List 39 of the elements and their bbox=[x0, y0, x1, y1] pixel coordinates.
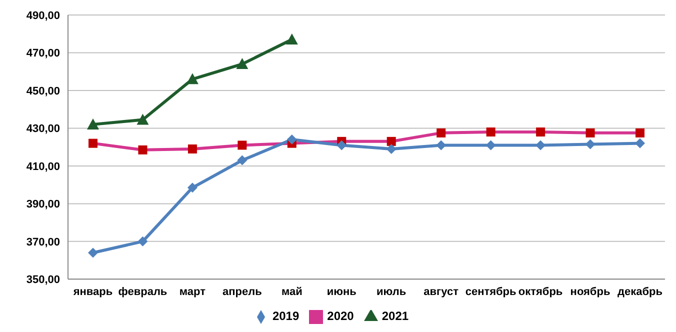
y-tick-label: 410,00 bbox=[26, 160, 60, 173]
x-tick-label: июль bbox=[376, 286, 406, 298]
point bbox=[336, 140, 347, 150]
legend-label: 2020 bbox=[327, 309, 354, 324]
point bbox=[585, 139, 596, 150]
point bbox=[138, 236, 148, 246]
point bbox=[87, 118, 99, 130]
legend-label: 2019 bbox=[272, 309, 300, 324]
x-tick-label: март bbox=[179, 286, 206, 298]
x-tick-label: ноябрь bbox=[570, 286, 610, 298]
y-tick-label: 450,00 bbox=[26, 85, 60, 98]
point bbox=[486, 140, 496, 150]
point bbox=[286, 34, 298, 45]
y-tick-label: 370,00 bbox=[26, 236, 60, 248]
x-tick-label: сентябрь bbox=[465, 286, 517, 298]
x-tick-label: январь bbox=[73, 286, 113, 298]
x-tick-label: октябрь bbox=[518, 286, 563, 298]
y-tick-label: 390,00 bbox=[26, 198, 60, 211]
y-tick-label: 490,00 bbox=[26, 10, 60, 22]
y-tick-label: 430,00 bbox=[26, 123, 60, 136]
x-tick-label: апрель bbox=[222, 286, 262, 298]
x-tick-label: февраль bbox=[118, 286, 168, 298]
point bbox=[536, 140, 546, 150]
y-tick-label: 350,00 bbox=[26, 274, 60, 286]
point bbox=[237, 155, 248, 166]
x-tick-label: май bbox=[281, 286, 302, 298]
point bbox=[88, 248, 98, 258]
x-tick-label: декабрь bbox=[618, 286, 663, 298]
point bbox=[187, 182, 198, 193]
x-tick-label: август bbox=[424, 286, 460, 298]
x-tick-label: июнь bbox=[326, 286, 357, 298]
point bbox=[286, 134, 297, 145]
point bbox=[236, 58, 248, 70]
point bbox=[635, 138, 645, 148]
point bbox=[436, 140, 446, 150]
point bbox=[136, 114, 149, 125]
legend-label: 2021 bbox=[382, 309, 409, 324]
point bbox=[386, 144, 396, 154]
y-tick-label: 470,00 bbox=[26, 48, 60, 60]
